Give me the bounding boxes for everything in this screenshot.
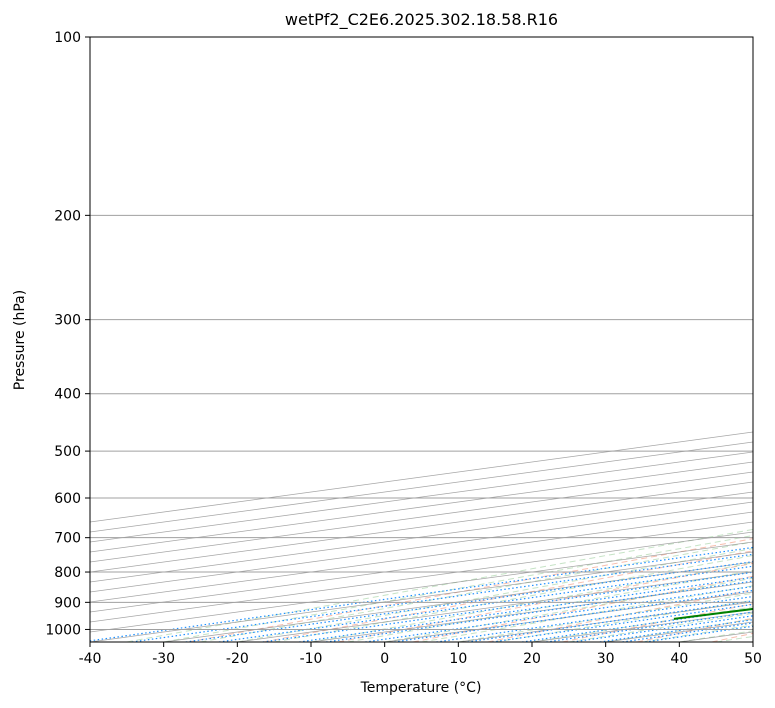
plot-frame — [89, 36, 754, 643]
y-tick-label: 800 — [54, 565, 81, 581]
x-axis-label: Temperature (°C) — [360, 680, 482, 696]
isotherm-line — [90, 521, 753, 613]
x-tick-label: 30 — [597, 651, 615, 667]
y-tick-label: 1000 — [45, 622, 81, 638]
y-tick-label: 900 — [54, 595, 81, 611]
y-tick-label: 200 — [54, 208, 81, 224]
y-axis-label: Pressure (hPa) — [12, 290, 28, 390]
x-tick-label: -10 — [300, 651, 323, 667]
mixing-ratio-line — [90, 546, 753, 642]
x-tick-label: 0 — [380, 651, 389, 667]
moist-adiabat — [384, 577, 753, 642]
plot-background — [90, 37, 753, 642]
y-tick-label: 300 — [54, 313, 81, 329]
y-tick-label: 400 — [54, 387, 81, 403]
y-tick-label: 100 — [54, 30, 81, 46]
background-lines — [90, 37, 753, 642]
isotherm-line — [90, 511, 753, 603]
x-tick-label: -20 — [226, 651, 249, 667]
isotherm-line — [90, 491, 753, 583]
isotherm-line — [752, 641, 753, 642]
isotherm-line — [90, 531, 753, 623]
x-tick-label: 50 — [744, 651, 762, 667]
x-tick-label: -30 — [152, 651, 175, 667]
axes: -40 -30 -20 -10 0 10 20 30 40 50 100 200 300 400 500 60… — [45, 30, 762, 667]
x-tick-label: 20 — [523, 651, 541, 667]
mixing-ratio-line — [185, 561, 753, 642]
isotherm-line — [90, 461, 753, 553]
isotherm-line — [90, 471, 753, 563]
mixing-ratio-line — [436, 595, 753, 642]
x-tick-label: 40 — [670, 651, 688, 667]
isotherm-line — [90, 451, 753, 543]
moist-adiabat — [200, 541, 753, 642]
mixing-ratio-line — [467, 600, 753, 642]
x-tick-label: -40 — [79, 651, 102, 667]
chart-title: wetPf2_C2E6.2025.302.18.58.R16 — [284, 10, 559, 29]
x-tick-label: 10 — [449, 651, 467, 667]
moist-adiabat — [421, 585, 753, 642]
mixing-ratio-line — [131, 553, 753, 642]
y-tick-label: 500 — [54, 444, 81, 460]
y-tick-label: 700 — [54, 531, 81, 547]
y-tick-label: 600 — [54, 491, 81, 507]
isotherm-line — [90, 481, 753, 573]
isotherm-line — [90, 501, 753, 593]
mixing-ratio-line — [492, 603, 753, 642]
